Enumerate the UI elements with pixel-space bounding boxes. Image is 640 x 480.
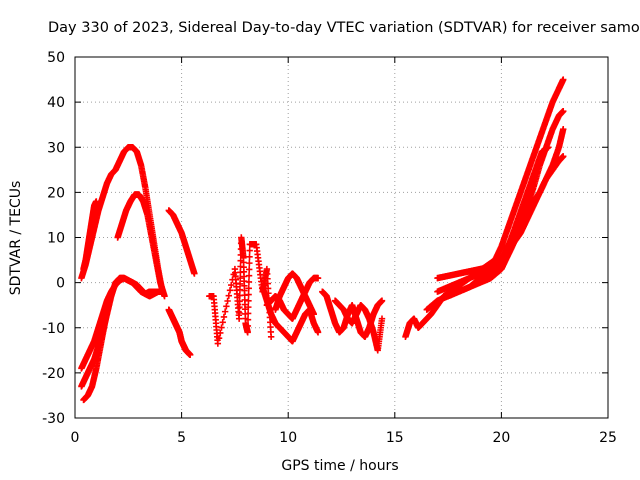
- data-point: [245, 278, 253, 286]
- series-loop-a: [259, 283, 322, 345]
- x-tick-label: 0: [71, 430, 80, 446]
- y-tick-label: 40: [47, 95, 65, 111]
- x-tick-label: 20: [492, 430, 510, 446]
- series-arc-e: [80, 297, 113, 404]
- data-point: [224, 297, 231, 305]
- series-loop-e: [331, 297, 386, 354]
- x-tick-labels: 0 5 10 15 20 25: [71, 430, 617, 446]
- data-point: [161, 292, 168, 300]
- data-point: [214, 340, 222, 347]
- data-point: [225, 292, 233, 299]
- x-tick-label: 10: [279, 430, 297, 446]
- chart-title: Day 330 of 2023, Sidereal Day-to-day VTE…: [48, 20, 640, 36]
- data-point: [310, 311, 317, 318]
- y-tick-label: 30: [47, 140, 65, 156]
- data-point: [245, 291, 252, 298]
- data-point: [245, 272, 253, 279]
- data-point: [267, 333, 275, 340]
- data-point: [219, 319, 226, 326]
- y-tick-label: 0: [56, 276, 65, 292]
- y-tick-label: 10: [47, 231, 65, 247]
- data-point: [244, 322, 252, 330]
- axis-ticks: [74, 56, 609, 419]
- y-axis-label: SDTVAR / TECUs: [8, 181, 24, 296]
- y-tick-label: -30: [42, 411, 65, 427]
- data-point: [246, 253, 253, 261]
- data-point: [314, 274, 322, 282]
- data-point: [378, 315, 386, 322]
- data-point: [378, 297, 386, 304]
- data-point: [545, 144, 552, 151]
- data-point: [245, 297, 252, 305]
- data-point: [236, 280, 244, 288]
- data-point: [191, 270, 198, 277]
- y-tick-label: -20: [42, 366, 65, 382]
- data-point: [560, 76, 567, 83]
- x-tick-label: 25: [599, 430, 617, 446]
- data-point: [218, 324, 225, 331]
- y-tick-label: -10: [42, 321, 65, 337]
- y-tick-label: 50: [47, 50, 65, 66]
- data-point: [220, 313, 228, 321]
- data-point: [236, 303, 243, 311]
- series-mid-c: [206, 234, 275, 347]
- series-mid-a: [165, 207, 198, 277]
- data-point: [221, 308, 229, 315]
- data-point: [246, 266, 253, 273]
- x-axis-label: GPS time / hours: [281, 458, 398, 474]
- series-arc-b: [114, 191, 168, 300]
- data-point: [226, 287, 234, 294]
- y-tick-label: 20: [47, 185, 65, 201]
- data-point: [105, 297, 113, 304]
- data-point: [246, 259, 253, 267]
- data-point: [93, 198, 100, 205]
- data-point: [244, 329, 251, 336]
- data-point: [560, 126, 567, 133]
- data-point: [236, 286, 244, 293]
- data-point: [244, 316, 252, 323]
- data-point: [154, 288, 162, 295]
- data-point: [237, 274, 244, 282]
- data-point: [560, 153, 567, 160]
- data-point: [246, 247, 253, 254]
- data-point: [217, 329, 224, 337]
- data-point: [235, 315, 243, 322]
- data-point: [560, 107, 567, 115]
- data-point: [186, 351, 194, 359]
- data-point: [236, 309, 243, 317]
- y-tick-labels: -30 -20 -10 0 10 20 30 40 50: [42, 50, 65, 427]
- data-point: [314, 329, 322, 336]
- series-rise-e: [434, 144, 552, 282]
- series-mid-b: [165, 306, 194, 359]
- data-point: [245, 303, 252, 311]
- x-tick-label: 5: [177, 430, 186, 446]
- series-arc-f: [80, 198, 100, 273]
- data-point: [244, 310, 252, 317]
- data-points: [78, 76, 567, 404]
- data-point: [223, 303, 230, 310]
- data-point: [236, 298, 243, 305]
- x-tick-label: 15: [386, 430, 404, 446]
- data-point: [215, 335, 223, 342]
- data-point: [228, 281, 235, 289]
- series-loop-c: [272, 270, 317, 318]
- series-rise-a: [402, 76, 567, 340]
- data-point: [245, 285, 252, 292]
